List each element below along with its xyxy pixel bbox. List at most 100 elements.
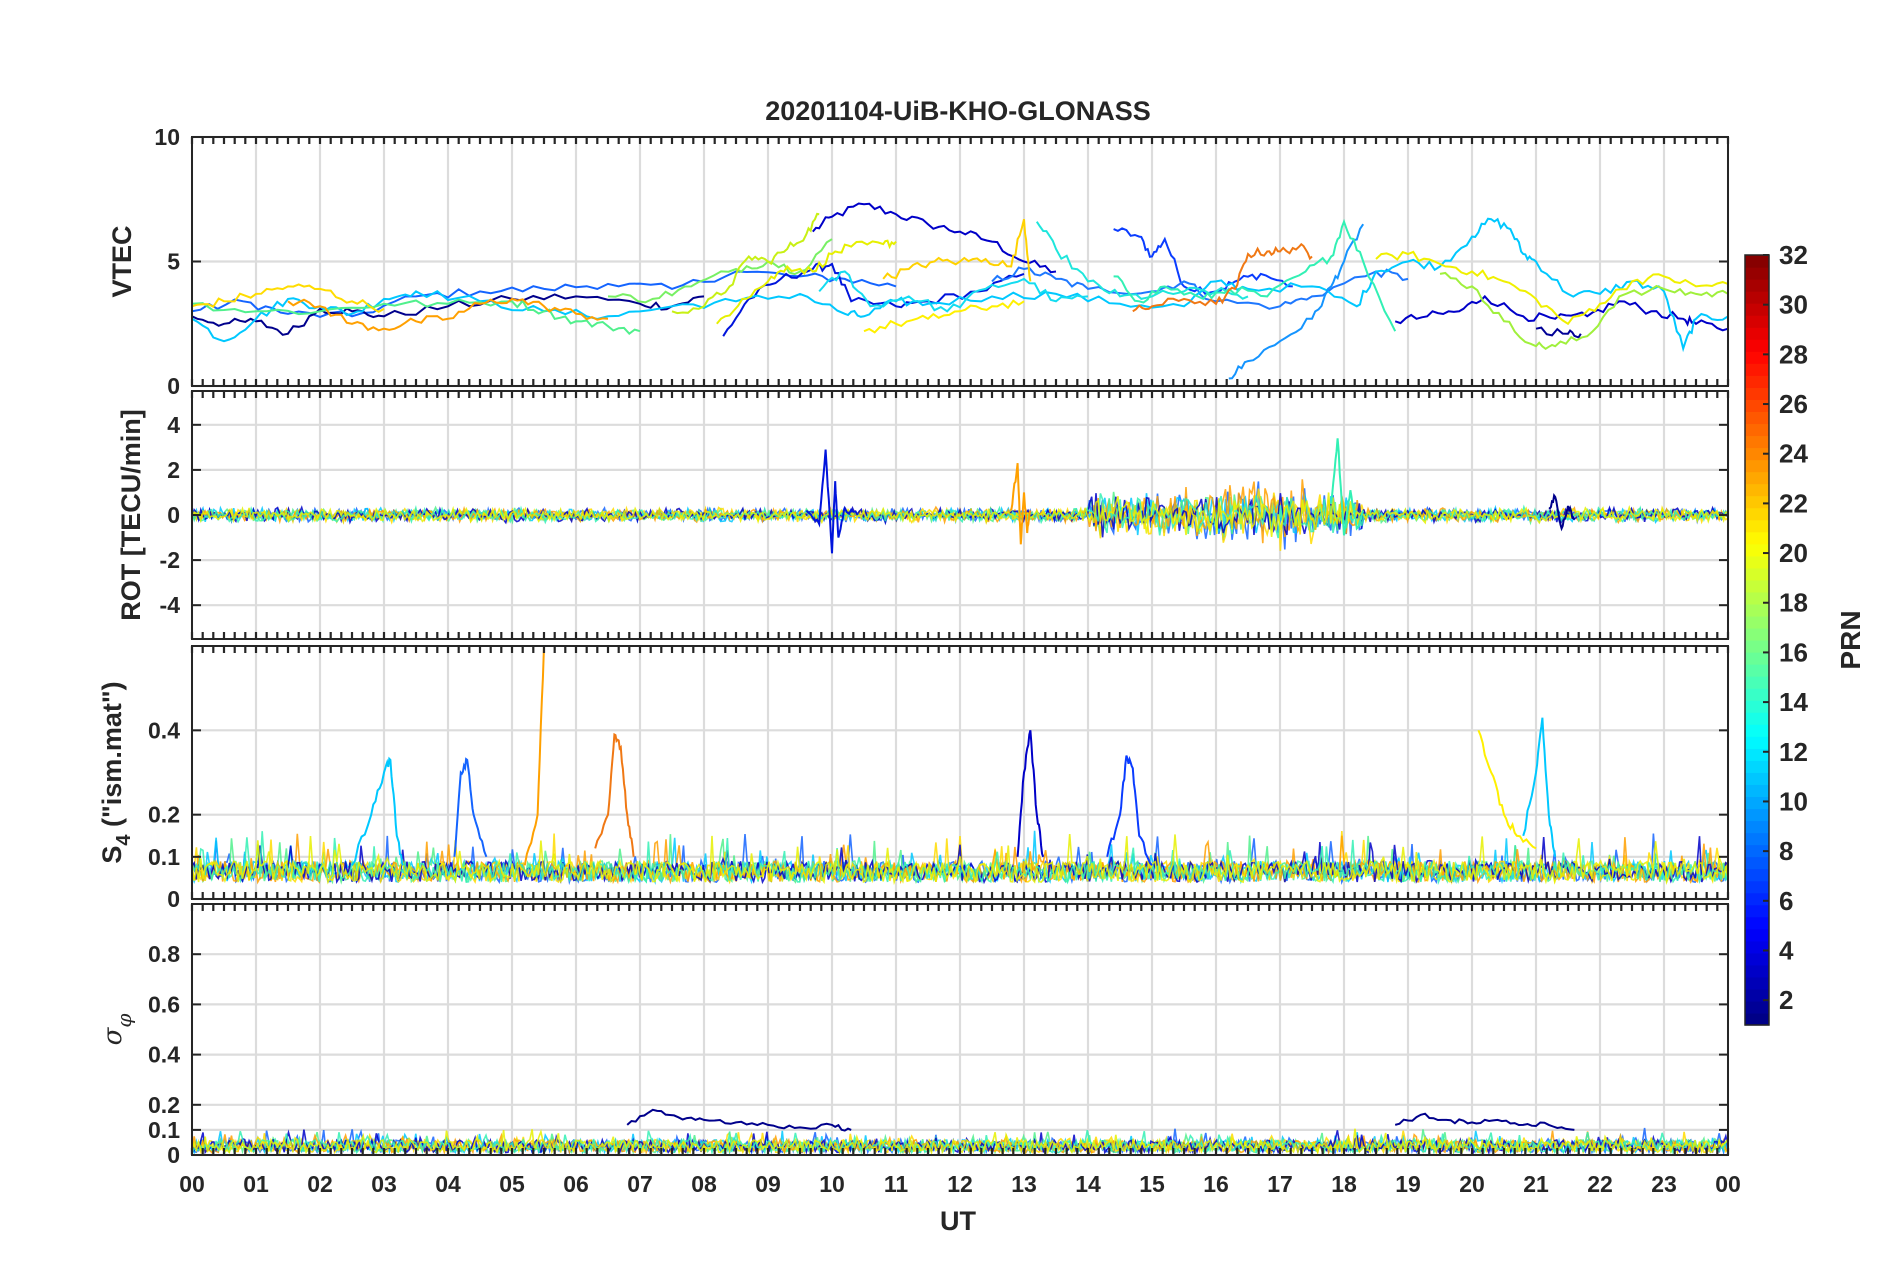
colorbar-swatch — [1745, 688, 1769, 701]
y-axis-label: VTEC — [107, 225, 137, 297]
panel-s4: 0 0.1 0.2 0.4 S4 ("ism.mat") — [97, 645, 1730, 912]
series-line-prn-20 — [1375, 250, 1728, 326]
colorbar-tick-label: 16 — [1779, 637, 1808, 667]
x-tick-label: 13 — [1011, 1171, 1037, 1197]
series-line-prn-23 — [523, 646, 545, 866]
series-line-prn-2 — [1394, 1112, 1575, 1131]
colorbar-swatch — [1745, 531, 1769, 545]
colorbar-swatch — [1745, 471, 1769, 485]
colorbar-tick-label: 12 — [1779, 737, 1808, 767]
colorbar-swatch — [1745, 736, 1769, 749]
series-line-prn-22 — [882, 218, 1032, 282]
colorbar-swatch — [1745, 784, 1769, 798]
y-tick-label: 0 — [167, 886, 180, 912]
series-group — [192, 646, 1728, 886]
x-tick-label: 02 — [307, 1171, 333, 1197]
noise-trace — [192, 834, 1728, 886]
colorbar-swatch — [1745, 519, 1769, 533]
series-line-prn-15 — [1113, 218, 1397, 332]
y-tick-label: 5 — [167, 249, 180, 275]
colorbar-swatch — [1745, 291, 1769, 304]
x-tick-label: 05 — [499, 1171, 525, 1197]
y-tick-label: 4 — [167, 412, 180, 438]
series-line-prn-2 — [626, 1108, 852, 1132]
series-line-prn-3 — [1394, 294, 1728, 332]
x-minor-ticks — [190, 137, 1730, 386]
colorbar-swatch — [1745, 796, 1769, 810]
colorbar-swatch — [1745, 435, 1769, 449]
colorbar-swatch — [1745, 952, 1769, 966]
y-tick-label: 0 — [167, 373, 180, 399]
colorbar-swatch — [1745, 916, 1769, 930]
colorbar-swatch — [1745, 1000, 1769, 1014]
panel-sigma: 00.10.2 0.4 0.6 0.8 σφ — [98, 903, 1730, 1168]
y-tick-label: 0.1 — [148, 1117, 180, 1143]
y-tick-label: 0.2 — [148, 802, 180, 828]
colorbar-swatch — [1745, 543, 1769, 557]
colorbar-swatch — [1745, 339, 1769, 352]
colorbar-swatch — [1745, 904, 1769, 918]
colorbar-swatch — [1745, 844, 1769, 858]
colorbar-tick-label: 4 — [1779, 935, 1794, 965]
colorbar-swatch — [1745, 676, 1769, 689]
colorbar-swatch — [1745, 423, 1769, 437]
series-line-prn-9 — [991, 266, 1409, 310]
series-line-prn-4 — [805, 449, 859, 554]
series-line-prn-12 — [192, 217, 1728, 353]
colorbar-swatch — [1745, 603, 1769, 617]
series-line-prn-17 — [607, 238, 833, 304]
chart-title: 20201104-UiB-KHO-GLONASS — [765, 96, 1151, 126]
colorbar-tick-label: 20 — [1779, 538, 1808, 568]
colorbar-tick-label: 6 — [1779, 886, 1793, 916]
panel-rot: -4 -2 0 2 4 ROT [TECU/min] — [116, 390, 1730, 640]
colorbar-swatch — [1745, 868, 1769, 882]
colorbar-tick-label: 26 — [1779, 389, 1808, 419]
colorbar-swatch — [1745, 892, 1769, 906]
x-tick-label: 16 — [1203, 1171, 1229, 1197]
colorbar-tick-label: 14 — [1779, 687, 1808, 717]
colorbar-swatch — [1745, 652, 1769, 665]
x-tick-label: 07 — [627, 1171, 653, 1197]
colorbar-swatch — [1745, 988, 1769, 1002]
series-line-prn-10 — [1228, 223, 1365, 380]
series-line-prn-18 — [1439, 271, 1728, 351]
colorbar-swatch — [1745, 880, 1769, 894]
colorbar-swatch — [1745, 567, 1769, 581]
y-tick-label: 0 — [167, 502, 180, 528]
colorbar-swatch — [1745, 591, 1769, 605]
series-line-prn-2 — [1548, 492, 1576, 532]
x-tick-label: 23 — [1651, 1171, 1677, 1197]
colorbar-tick-label: 22 — [1779, 488, 1808, 518]
colorbar-swatch — [1745, 279, 1769, 292]
x-tick-label: 22 — [1587, 1171, 1613, 1197]
x-minor-ticks — [190, 646, 1730, 899]
series-line-prn-16 — [192, 298, 641, 336]
colorbar-swatch — [1745, 255, 1769, 268]
x-tick-label: 19 — [1395, 1171, 1421, 1197]
colorbar-swatch — [1745, 267, 1769, 280]
colorbar-swatch — [1745, 964, 1769, 978]
colorbar-swatch — [1745, 627, 1769, 641]
series-group — [192, 202, 1728, 380]
series-line-prn-5 — [1106, 755, 1153, 866]
x-tick-label: 08 — [691, 1171, 717, 1197]
colorbar-frame — [1744, 254, 1770, 1026]
series-line-prn-23 — [1010, 462, 1032, 545]
colorbar-swatch — [1745, 940, 1769, 954]
x-tick-label: 00 — [179, 1171, 205, 1197]
x-tick-label: 18 — [1331, 1171, 1357, 1197]
series-line-prn-12 — [351, 756, 405, 866]
series-line-prn-7 — [192, 270, 897, 318]
colorbar-swatch — [1745, 459, 1769, 473]
x-tick-label: 06 — [563, 1171, 589, 1197]
x-tick-label: 15 — [1139, 1171, 1165, 1197]
y-tick-label: 0.2 — [148, 1092, 180, 1118]
colorbar-swatch — [1745, 700, 1769, 713]
noise-trace — [192, 831, 1728, 886]
x-tick-label: 17 — [1267, 1171, 1293, 1197]
series-line-prn-7 — [453, 757, 488, 858]
x-tick-label: 20 — [1459, 1171, 1485, 1197]
series-line-prn-23 — [287, 297, 609, 332]
